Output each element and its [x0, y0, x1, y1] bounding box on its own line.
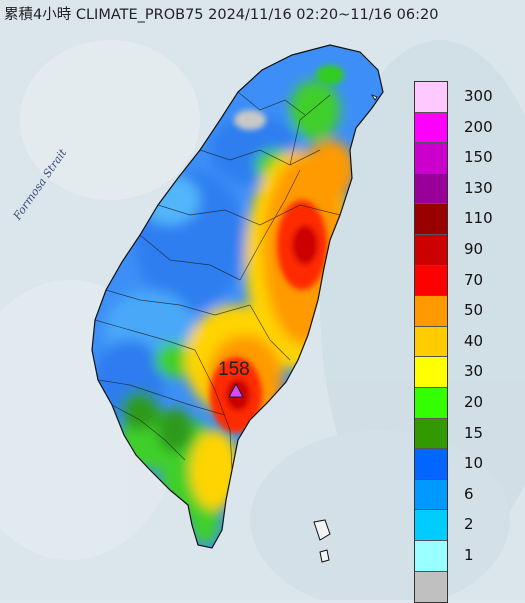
legend-label: 40	[464, 331, 484, 350]
county-boundaries	[94, 91, 341, 471]
legend-swatch	[415, 387, 447, 419]
color-legend	[414, 81, 448, 603]
map-title: 累積4小時 CLIMATE_PROB75 2024/11/16 02:20~11…	[4, 7, 439, 23]
legend-label: 50	[464, 301, 484, 320]
legend-label: 6	[464, 484, 474, 503]
legend-label: 2	[464, 515, 474, 534]
legend-label: 200	[464, 117, 493, 136]
legend-label: 130	[464, 178, 493, 197]
legend-label: 90	[464, 240, 484, 258]
legend-swatch	[415, 143, 447, 174]
legend-swatch	[415, 510, 447, 541]
legend-swatch	[415, 326, 447, 358]
legend-swatch	[415, 234, 447, 266]
island-guishan	[371, 94, 378, 101]
legend-label: 110	[464, 209, 493, 228]
legend-label: 150	[464, 148, 493, 167]
coastline	[91, 44, 384, 549]
legend-label: 1	[464, 546, 474, 564]
legend-swatch	[415, 479, 447, 511]
legend-swatch	[415, 357, 447, 388]
peak-marker-icon	[228, 382, 244, 398]
island-lanyu	[319, 549, 330, 563]
legend-swatch	[415, 296, 447, 327]
legend-swatch	[415, 173, 447, 205]
legend-swatch	[415, 571, 447, 603]
legend-label: 300	[464, 87, 493, 105]
legend-label: 20	[464, 393, 484, 411]
legend-label: 70	[464, 270, 484, 289]
peak-value-label: 158	[218, 359, 250, 380]
legend-swatch	[415, 112, 447, 144]
legend-swatch	[415, 82, 447, 113]
legend-label: 10	[464, 454, 484, 473]
legend-swatch	[415, 204, 447, 235]
legend-swatch	[415, 418, 447, 450]
legend-swatch	[415, 265, 447, 297]
legend-label: 15	[464, 423, 484, 442]
island-ludao	[313, 519, 331, 541]
legend-swatch	[415, 540, 447, 572]
legend-swatch	[415, 449, 447, 480]
legend-label: 30	[464, 362, 484, 381]
